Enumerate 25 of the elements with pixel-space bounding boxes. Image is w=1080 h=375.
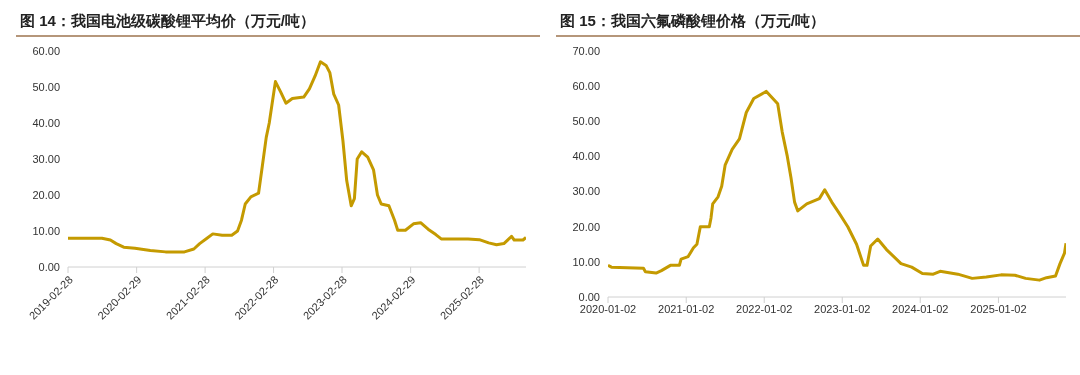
- y-tick-label: 10.00: [32, 224, 60, 237]
- y-tick-label: 30.00: [32, 152, 60, 165]
- y-tick-label: 60.00: [32, 44, 60, 57]
- x-tick-label: 2022-01-02: [736, 302, 793, 315]
- y-tick-label: 70.00: [572, 44, 600, 57]
- y-tick-label: 20.00: [32, 188, 60, 201]
- x-tick-label: 2024-01-02: [892, 302, 949, 315]
- y-tick-label: 50.00: [32, 80, 60, 93]
- y-tick-label: 40.00: [572, 150, 600, 163]
- line-series: [608, 89, 1066, 282]
- y-tick-label: 0.00: [578, 290, 600, 303]
- x-tick-label: 2020-01-02: [579, 302, 637, 315]
- y-tick-label: 0.00: [38, 260, 60, 273]
- x-tick-label: 2021-01-02: [658, 302, 715, 315]
- x-tick-label: 2023-01-02: [814, 302, 871, 315]
- line-series: [68, 60, 526, 254]
- y-tick-label: 20.00: [572, 220, 600, 233]
- y-tick-label: 60.00: [572, 80, 600, 93]
- x-tick-label: 2025-01-02: [970, 302, 1027, 315]
- y-tick-label: 40.00: [32, 116, 60, 129]
- chart-title: 图 15：我国六氟磷酸锂价格（万元/吨）: [556, 8, 1080, 37]
- chart-title: 图 14：我国电池级碳酸锂平均价（万元/吨）: [16, 8, 540, 37]
- y-tick-label: 50.00: [572, 115, 600, 128]
- y-tick-label: 30.00: [572, 185, 600, 198]
- y-tick-label: 10.00: [572, 255, 600, 268]
